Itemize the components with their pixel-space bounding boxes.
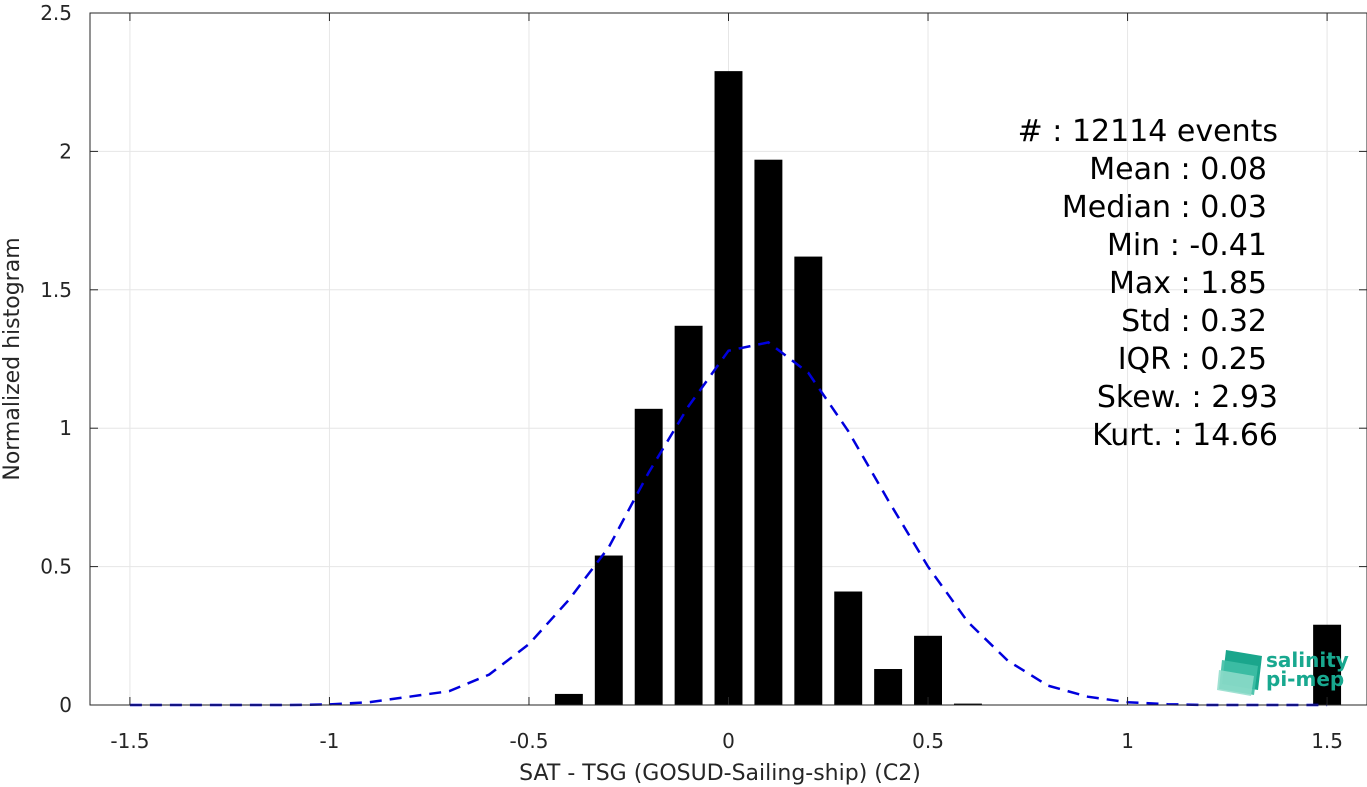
- wave-logo-icon: [1217, 650, 1262, 696]
- histogram-bar: [634, 408, 663, 705]
- y-tick-label: 0: [59, 693, 72, 717]
- y-tick-label: 1: [59, 416, 72, 440]
- stats-line: Mean : 0.08: [1089, 152, 1267, 187]
- histogram-bar: [554, 693, 583, 705]
- stats-line: Max : 1.85: [1109, 266, 1267, 301]
- histogram-bar: [754, 159, 783, 706]
- histogram-bar: [1313, 624, 1342, 705]
- stats-line: IQR : 0.25: [1118, 342, 1267, 377]
- tick-labels: -1.5 -1 -0.5 0 0.5 1 1.5 0 0.5 1 1.5 2 2.5: [40, 1, 1343, 753]
- x-tick-label: 0: [722, 729, 735, 753]
- logo-line2: pi-mep: [1266, 667, 1344, 691]
- histogram-bar: [594, 555, 623, 705]
- histogram-bar: [714, 71, 743, 706]
- histogram-bar: [874, 669, 903, 705]
- y-tick-label: 1.5: [40, 278, 72, 302]
- x-tick-label: -1.5: [110, 729, 149, 753]
- x-tick-label: 0.5: [912, 729, 944, 753]
- stats-line: Median : 0.03: [1062, 190, 1267, 225]
- histogram-bar: [794, 256, 823, 705]
- histogram-bar: [914, 635, 942, 705]
- x-tick-label: 1: [1121, 729, 1134, 753]
- salinity-pi-mep-logo: salinity pi-mep: [1217, 648, 1349, 696]
- stats-line: Std : 0.32: [1121, 304, 1267, 339]
- x-tick-label: -1: [319, 729, 339, 753]
- y-axis-label: Normalized histogram: [0, 237, 25, 480]
- x-tick-label: 1.5: [1311, 729, 1343, 753]
- bars: [554, 71, 1342, 706]
- ticks: [90, 12, 1367, 706]
- x-axis-label: SAT - TSG (GOSUD-Sailing-ship) (C2): [519, 761, 921, 786]
- stats-line: Min : -0.41: [1107, 228, 1267, 263]
- logo-line1: salinity: [1266, 648, 1349, 672]
- x-tick-label: -0.5: [509, 729, 548, 753]
- histogram-bar: [674, 325, 703, 705]
- stats-line: # : 12114 events: [1018, 114, 1278, 149]
- stats-line: Skew. : 2.93: [1097, 380, 1278, 415]
- y-tick-label: 2.5: [40, 1, 72, 25]
- stats-line: Kurt. : 14.66: [1092, 418, 1278, 453]
- y-tick-label: 2: [59, 139, 72, 163]
- histogram-bar: [834, 591, 863, 705]
- histogram-bar: [953, 703, 982, 705]
- y-tick-label: 0.5: [40, 555, 72, 579]
